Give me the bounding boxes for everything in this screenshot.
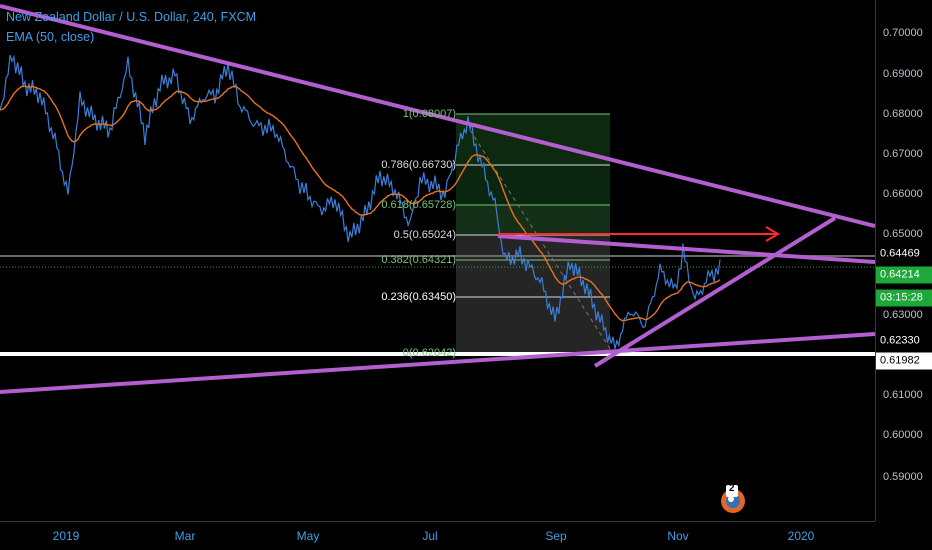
descending-trendline[interactable] [0, 4, 875, 228]
price-series [0, 54, 721, 349]
fib-zone-upper-mid [456, 165, 610, 205]
price-axis[interactable]: 0.70000 0.69000 0.68000 0.67000 0.66000 … [875, 0, 932, 521]
time-label: May [296, 529, 320, 543]
time-label: 2019 [52, 529, 80, 543]
fib-zone-lower [456, 235, 610, 353]
fib-label-0236: 0.236(0.63450) [381, 291, 456, 303]
bar-countdown-badge: 03:15:28 [876, 289, 932, 307]
avatar-icon [721, 485, 745, 513]
notification-count: 2 [729, 483, 735, 494]
chart-title: New Zealand Dollar / U.S. Dollar, 240, F… [6, 10, 257, 24]
fib-zone-mid [456, 205, 610, 235]
price-tick: 0.61000 [883, 389, 923, 401]
fib-label-0786: 0.786(0.66730) [381, 159, 456, 171]
time-axis[interactable]: 2019 Mar May Jul Sep Nov 2020 [0, 521, 875, 550]
time-label: 2020 [787, 529, 815, 543]
price-tick: 0.70000 [883, 27, 923, 39]
target-arrow[interactable] [498, 226, 780, 242]
level-b-badge: 0.61982 [876, 352, 932, 370]
current-price-badge: 0.64214 [876, 266, 932, 284]
price-chart[interactable] [0, 0, 875, 521]
price-tick: 0.66000 [883, 188, 923, 200]
ascending-trendline-short[interactable] [593, 216, 837, 368]
flag-trendline[interactable] [497, 234, 875, 264]
fib-label-1: 1(0.68007) [402, 108, 456, 120]
fib-label-0618: 0.618(0.65728) [381, 199, 456, 211]
high-price-badge: 0.64469 [876, 245, 924, 263]
chart-area[interactable]: New Zealand Dollar / U.S. Dollar, 240, F… [0, 0, 875, 521]
indicator-label: EMA (50, close) [6, 30, 95, 44]
time-label: Sep [545, 529, 567, 543]
price-tick: 0.59000 [883, 471, 923, 483]
level-a-badge: 0.62330 [876, 332, 924, 350]
fib-label-05: 0.5(0.65024) [393, 229, 456, 241]
time-label: Nov [667, 529, 689, 543]
fib-diagonal [469, 129, 613, 353]
fib-retracement[interactable] [456, 113, 610, 354]
author-avatar-badge[interactable]: 2 [716, 483, 750, 514]
price-tick: 0.60000 [883, 429, 923, 441]
price-tick: 0.67000 [883, 148, 923, 160]
fib-label-0382: 0.382(0.64321) [381, 254, 456, 266]
price-tick: 0.69000 [883, 68, 923, 80]
price-tick: 0.68000 [883, 108, 923, 120]
time-label: Jul [422, 529, 438, 543]
time-label: Mar [174, 529, 196, 543]
ascending-trendline-long[interactable] [0, 332, 875, 394]
price-tick: 0.63000 [883, 309, 923, 321]
price-tick: 0.65000 [883, 228, 923, 240]
fib-label-0: 0(0.62042) [402, 347, 456, 359]
ema-line [0, 85, 721, 322]
